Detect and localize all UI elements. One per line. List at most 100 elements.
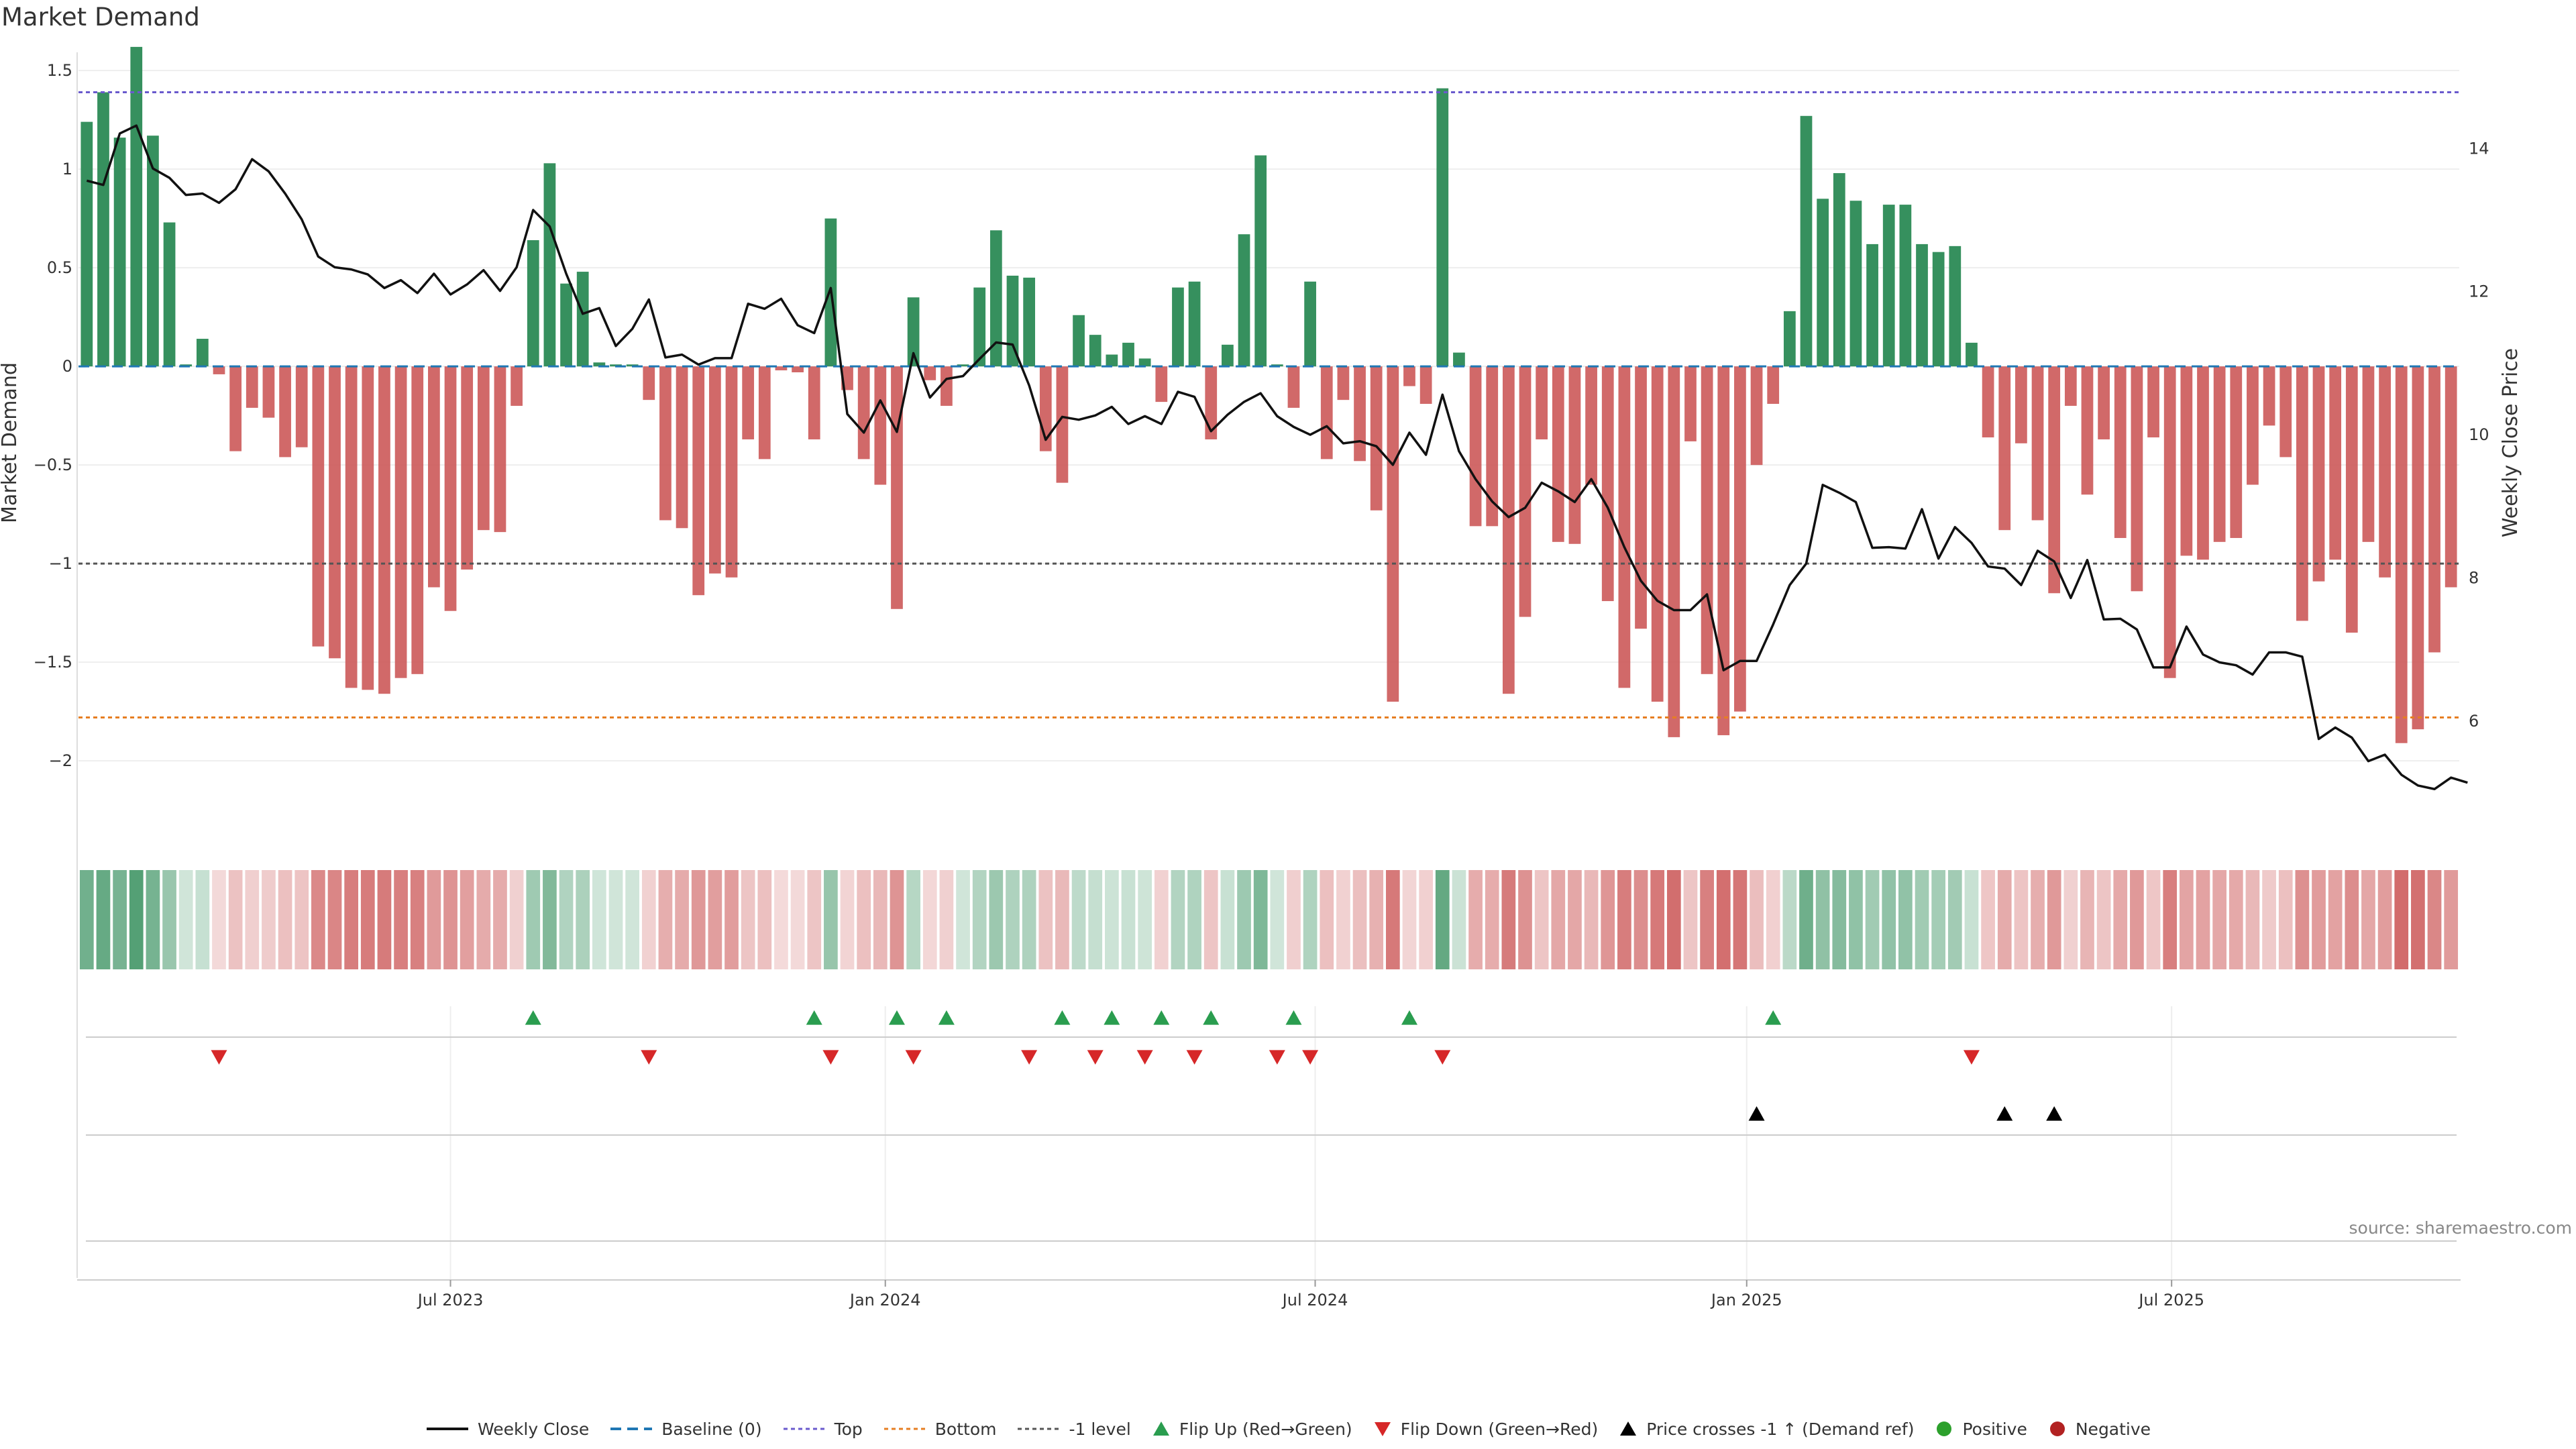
demand-bar bbox=[2362, 366, 2375, 542]
y2-tick-label: 8 bbox=[2469, 569, 2479, 588]
heat-strip-cell bbox=[675, 870, 689, 969]
demand-bar bbox=[643, 366, 655, 400]
demand-bar bbox=[1932, 252, 1945, 367]
demand-bar bbox=[1222, 344, 1234, 367]
heat-strip-cell bbox=[394, 870, 408, 969]
demand-bar bbox=[196, 339, 209, 367]
legend-symbol-icon bbox=[2047, 1419, 2068, 1439]
demand-bar bbox=[312, 366, 325, 647]
heat-strip-cell bbox=[1287, 870, 1301, 969]
heat-strip-cell bbox=[956, 870, 970, 969]
heat-strip-cell bbox=[1931, 870, 1946, 969]
price-cross-marker bbox=[1996, 1106, 2013, 1121]
y2-tick-label: 12 bbox=[2469, 282, 2489, 301]
heat-strip-cell bbox=[1220, 870, 1235, 969]
legend-symbol-icon bbox=[883, 1419, 927, 1439]
demand-bar bbox=[444, 366, 457, 611]
heat-strip-cell bbox=[691, 870, 706, 969]
demand-bar bbox=[1354, 366, 1366, 462]
legend-item-positive: Positive bbox=[1934, 1419, 2027, 1439]
demand-bar bbox=[593, 362, 606, 367]
heat-strip-cell bbox=[1419, 870, 1433, 969]
heat-strip-cell bbox=[1898, 870, 1913, 969]
heat-strip-cell bbox=[1766, 870, 1780, 969]
demand-bar bbox=[477, 366, 490, 531]
flip-down-marker bbox=[1087, 1050, 1104, 1065]
heat-strip-cell bbox=[79, 870, 94, 969]
heat-strip-cell bbox=[1750, 870, 1764, 969]
heat-strip-cell bbox=[1485, 870, 1499, 969]
flip-up-marker bbox=[938, 1010, 955, 1025]
demand-bar bbox=[1651, 366, 1664, 702]
heat-strip-cell bbox=[228, 870, 243, 969]
x-tick-label: Jan 2025 bbox=[1710, 1291, 1782, 1309]
heat-strip-cell bbox=[890, 870, 904, 969]
flip-up-marker bbox=[888, 1010, 905, 1025]
heat-strip-cell bbox=[641, 870, 656, 969]
flip-down-marker bbox=[1021, 1050, 1038, 1065]
heat-strip-cell bbox=[2411, 870, 2425, 969]
y-tick-label: 1.5 bbox=[47, 61, 72, 80]
legend-label: Flip Down (Green→Red) bbox=[1400, 1419, 1599, 1439]
demand-bar bbox=[1717, 366, 1730, 735]
demand-bar bbox=[394, 366, 407, 678]
heat-strip-cell bbox=[1105, 870, 1119, 969]
heat-strip-cell bbox=[1187, 870, 1201, 969]
heat-strip-cell bbox=[162, 870, 176, 969]
demand-bar bbox=[1073, 315, 1085, 367]
demand-bar bbox=[411, 366, 424, 674]
legend-symbol-icon bbox=[1373, 1419, 1393, 1439]
demand-bar bbox=[246, 366, 258, 408]
heat-strip-cell bbox=[1683, 870, 1698, 969]
demand-bar bbox=[527, 240, 539, 367]
demand-bar bbox=[1106, 354, 1118, 367]
flip-down-marker bbox=[641, 1050, 657, 1065]
demand-bar bbox=[1585, 366, 1597, 485]
flip-down-marker bbox=[1186, 1050, 1203, 1065]
demand-bar bbox=[1023, 277, 1036, 367]
demand-bar bbox=[1966, 342, 1978, 367]
demand-bar bbox=[1998, 366, 2011, 531]
x-tick-label: Jul 2024 bbox=[1281, 1291, 1348, 1309]
demand-bar bbox=[163, 222, 176, 367]
heat-strip-cell bbox=[1121, 870, 1136, 969]
heat-strip-cell bbox=[1617, 870, 1631, 969]
demand-bar bbox=[2445, 366, 2457, 588]
heat-strip-cell bbox=[1551, 870, 1566, 969]
flip-down-marker bbox=[1136, 1050, 1153, 1065]
heat-strip-cell bbox=[2427, 870, 2442, 969]
demand-bar bbox=[511, 366, 523, 406]
demand-bar bbox=[213, 366, 225, 374]
heat-strip-cell bbox=[294, 870, 309, 969]
heat-strip-cell bbox=[625, 870, 639, 969]
heat-strip-cell bbox=[2262, 870, 2276, 969]
legend-symbol-icon bbox=[1934, 1419, 1954, 1439]
demand-bar bbox=[1849, 201, 1862, 367]
legend-item-minus-one: -1 level bbox=[1016, 1419, 1131, 1439]
demand-bar bbox=[1188, 281, 1201, 367]
heat-strip-cell bbox=[493, 870, 507, 969]
x-tick-label: Jul 2025 bbox=[2137, 1291, 2204, 1309]
demand-bar bbox=[262, 366, 275, 418]
heat-strip-cell bbox=[724, 870, 739, 969]
heat-strip-cell bbox=[245, 870, 260, 969]
demand-bar bbox=[1882, 205, 1895, 367]
legend-symbol-icon bbox=[1151, 1419, 1171, 1439]
demand-bar bbox=[1949, 246, 1962, 367]
heat-strip-cell bbox=[1452, 870, 1466, 969]
demand-bar bbox=[2247, 366, 2259, 485]
heat-strip-cell bbox=[1915, 870, 1929, 969]
demand-bar bbox=[279, 366, 291, 458]
demand-bar bbox=[941, 366, 953, 406]
heat-strip-cell bbox=[410, 870, 425, 969]
legend-item-flip-up: Flip Up (Red→Green) bbox=[1151, 1419, 1352, 1439]
y-tick-label: 0.5 bbox=[47, 258, 72, 277]
demand-bar bbox=[543, 163, 556, 367]
demand-bar bbox=[1254, 155, 1267, 367]
heat-strip-cell bbox=[2328, 870, 2343, 969]
demand-bar bbox=[792, 366, 804, 372]
y-tick-label: −2 bbox=[49, 751, 72, 770]
demand-bar bbox=[362, 366, 374, 690]
heat-strip-cell bbox=[129, 870, 144, 969]
demand-bar bbox=[857, 366, 870, 460]
